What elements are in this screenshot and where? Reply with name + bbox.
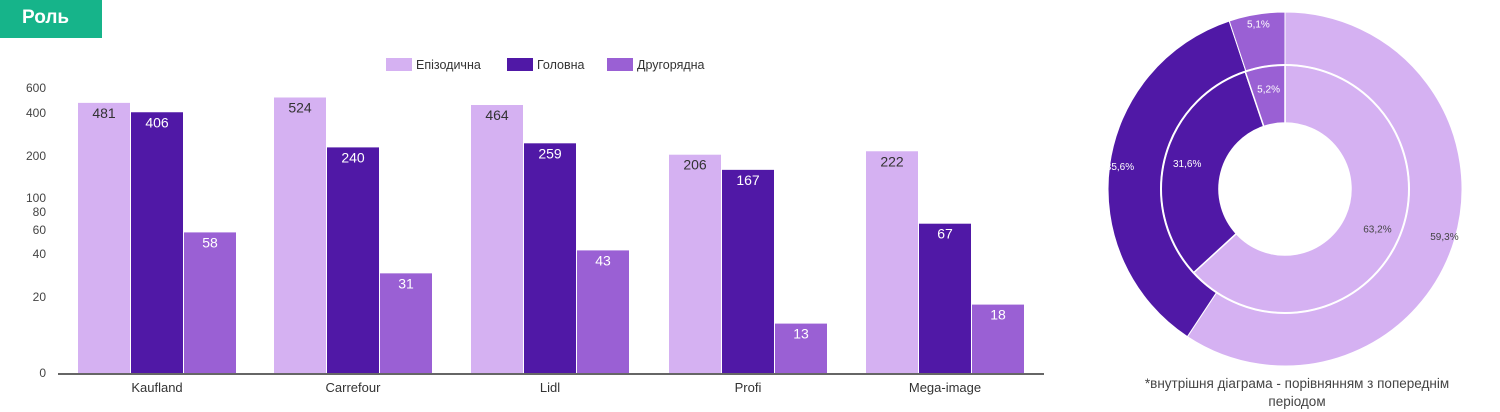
y-tick-label: 400 bbox=[26, 106, 46, 120]
donut-slice-label: 5,1% bbox=[1247, 20, 1270, 31]
bar bbox=[722, 169, 774, 373]
footnote: *внутрішня діаграма - порівнянням з попе… bbox=[1144, 376, 1450, 409]
donut-slice-label: 59,3% bbox=[1430, 232, 1458, 243]
bar-value-label: 206 bbox=[683, 157, 707, 173]
bar-value-label: 31 bbox=[398, 275, 414, 291]
donut-slice-label: 35,6% bbox=[1106, 162, 1134, 173]
donut-chart: 59,3% 35,6% 5,1% 63,2% 31,6% 5,2% bbox=[1106, 11, 1463, 367]
donut-slice-label: 63,2% bbox=[1363, 225, 1391, 236]
bar bbox=[669, 154, 721, 373]
bar-value-label: 464 bbox=[485, 107, 509, 123]
y-tick-label: 200 bbox=[26, 149, 46, 163]
bar-value-label: 240 bbox=[341, 149, 365, 165]
bar bbox=[866, 151, 918, 373]
bar bbox=[184, 232, 236, 373]
legend-swatch bbox=[607, 58, 633, 71]
bar-value-label: 259 bbox=[538, 145, 562, 161]
bar bbox=[327, 147, 379, 373]
bar bbox=[919, 223, 971, 373]
legend-swatch bbox=[507, 58, 533, 71]
y-tick-label: 0 bbox=[39, 366, 46, 380]
bar-value-label: 481 bbox=[92, 105, 116, 121]
y-tick-label: 40 bbox=[33, 247, 47, 261]
legend-label: Головна bbox=[537, 58, 585, 72]
bar-value-label: 222 bbox=[880, 153, 904, 169]
y-tick-label: 20 bbox=[33, 290, 47, 304]
role-badge: Роль bbox=[0, 0, 102, 38]
bar-value-label: 67 bbox=[937, 226, 953, 242]
bar bbox=[972, 304, 1024, 373]
donut-slice-label: 5,2% bbox=[1257, 84, 1280, 95]
bar-value-label: 13 bbox=[793, 326, 809, 342]
donut-slice-label: 31,6% bbox=[1173, 159, 1201, 170]
x-tick-label: Lidl bbox=[540, 380, 560, 395]
x-tick-label: Carrefour bbox=[326, 380, 382, 395]
x-tick-label: Kaufland bbox=[131, 380, 182, 395]
bar bbox=[577, 250, 629, 373]
bar bbox=[131, 112, 183, 373]
y-tick-label: 80 bbox=[33, 205, 47, 219]
bar-value-label: 406 bbox=[145, 114, 169, 130]
bar bbox=[775, 323, 827, 373]
bar-value-label: 43 bbox=[595, 252, 611, 268]
y-tick-label: 600 bbox=[26, 81, 46, 95]
bar bbox=[524, 143, 576, 373]
legend-swatch bbox=[386, 58, 412, 71]
x-tick-label: Profi bbox=[735, 380, 762, 395]
x-tick-label: Mega-image bbox=[909, 380, 981, 395]
bar-value-label: 58 bbox=[202, 234, 218, 250]
legend-label: Другорядна bbox=[637, 58, 705, 72]
y-tick-label: 60 bbox=[33, 223, 47, 237]
bar-value-label: 524 bbox=[288, 100, 312, 116]
bar-value-label: 18 bbox=[990, 307, 1006, 323]
bar bbox=[274, 97, 326, 373]
y-tick-label: 100 bbox=[26, 191, 46, 205]
bar bbox=[380, 273, 432, 373]
bar bbox=[471, 105, 523, 373]
bar bbox=[78, 102, 130, 373]
bar-value-label: 167 bbox=[736, 172, 760, 188]
ring-separator bbox=[1160, 64, 1410, 314]
legend-label: Епізодична bbox=[416, 58, 481, 72]
